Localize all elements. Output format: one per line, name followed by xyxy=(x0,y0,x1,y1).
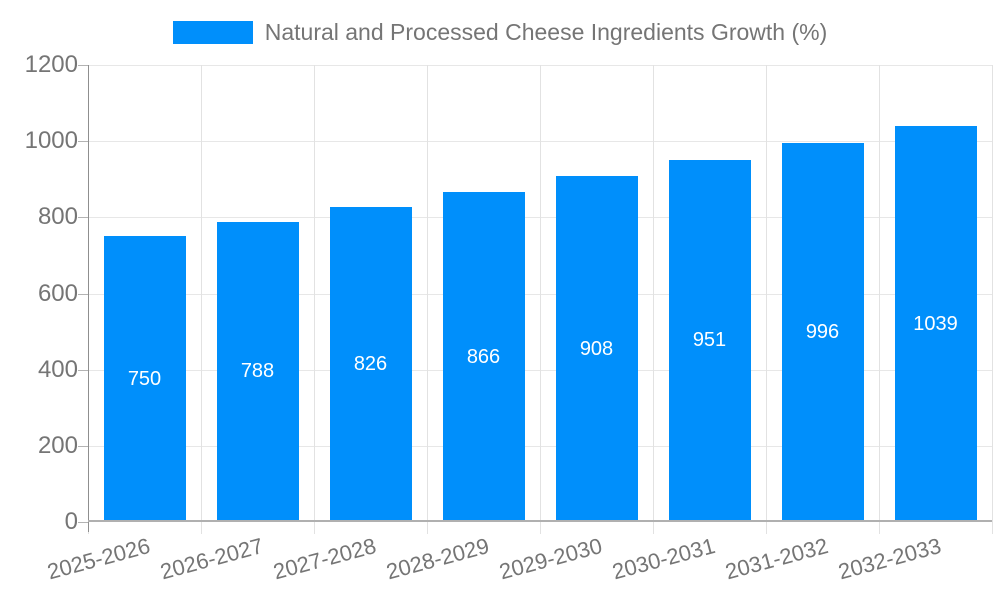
y-axis-tick xyxy=(78,293,88,295)
gridline-vertical xyxy=(766,65,767,534)
y-axis-tick-label: 400 xyxy=(37,355,78,383)
y-axis-tick xyxy=(78,369,88,371)
legend[interactable]: Natural and Processed Cheese Ingredients… xyxy=(0,17,1000,47)
legend-swatch xyxy=(172,20,253,44)
bar-value-label: 951 xyxy=(692,329,727,352)
y-axis-tick-label: 0 xyxy=(64,508,78,535)
legend-label: Natural and Processed Cheese Ingredients… xyxy=(264,18,828,45)
plot-area: 750 788 826 866 908 951 996 1039 xyxy=(88,65,993,534)
x-axis-tick-label: 2030-2031 xyxy=(609,533,718,585)
gridline-vertical xyxy=(653,65,654,534)
y-axis-tick-label: 200 xyxy=(37,431,78,459)
bar[interactable]: 996 xyxy=(781,142,864,522)
x-axis-tick-label: 2029-2030 xyxy=(496,533,605,585)
x-axis-tick-label: 2032-2033 xyxy=(835,533,944,585)
bar-value-label: 826 xyxy=(353,353,388,376)
x-axis-tick-label: 2027-2028 xyxy=(270,533,379,585)
bar[interactable]: 866 xyxy=(442,192,525,522)
bar[interactable]: 750 xyxy=(103,236,186,522)
bar-value-label: 908 xyxy=(579,337,614,360)
x-axis-line xyxy=(88,520,992,522)
bar[interactable]: 826 xyxy=(329,207,412,522)
y-axis-tick xyxy=(78,65,88,66)
y-axis-tick-label: 600 xyxy=(37,279,78,307)
y-axis-line xyxy=(88,65,89,532)
gridline-vertical xyxy=(879,65,880,534)
bar[interactable]: 788 xyxy=(216,221,299,522)
bar-value-label: 996 xyxy=(805,320,840,343)
y-axis-tick xyxy=(78,217,88,219)
y-axis-tick xyxy=(78,445,88,447)
bar[interactable]: 951 xyxy=(668,159,751,522)
bar-value-label: 866 xyxy=(466,345,501,368)
y-axis-tick-label: 1200 xyxy=(24,51,78,78)
gridline-vertical xyxy=(427,65,428,534)
x-axis-tick-label: 2026-2027 xyxy=(157,533,266,585)
gridline-vertical xyxy=(540,65,541,534)
x-axis-tick-label: 2028-2029 xyxy=(383,533,492,585)
x-axis-tick-label: 2025-2026 xyxy=(44,533,153,585)
gridline-vertical xyxy=(992,65,993,534)
bar[interactable]: 1039 xyxy=(894,126,977,522)
y-axis-tick xyxy=(78,522,88,523)
gridline-vertical xyxy=(314,65,315,534)
bar-value-label: 788 xyxy=(240,360,275,383)
y-axis-tick-label: 800 xyxy=(37,203,78,231)
bar-value-label: 1039 xyxy=(913,312,958,335)
bar[interactable]: 908 xyxy=(555,176,638,522)
x-axis-tick-label: 2031-2032 xyxy=(722,533,831,585)
bar-value-label: 750 xyxy=(127,367,162,390)
gridline-vertical xyxy=(201,65,202,534)
y-axis-tick xyxy=(78,141,88,143)
y-axis-tick-label: 1000 xyxy=(24,127,78,155)
